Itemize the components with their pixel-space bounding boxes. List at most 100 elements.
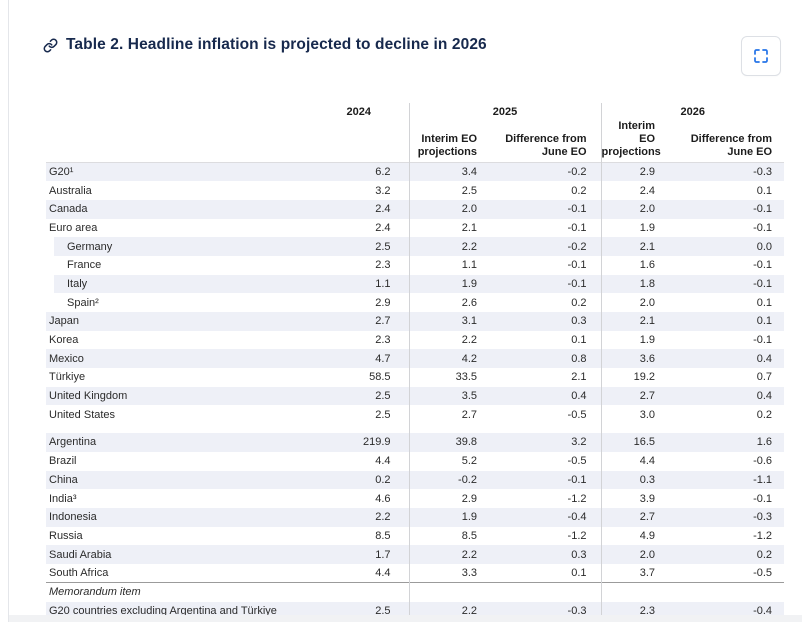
- row-label: United States: [49, 408, 116, 421]
- table-row: Japan 2.7 3.1 0.3 2.1 0.1: [46, 312, 785, 331]
- table-row: Germany 2.5 2.2 -0.2 2.1 0.0: [46, 237, 785, 256]
- value-cell: -0.2: [489, 237, 602, 256]
- value-cell: 2.0: [600, 199, 670, 219]
- value-cell: 4.7: [309, 349, 409, 369]
- value-cell: 2.1: [600, 237, 670, 256]
- row-label: Türkiye: [49, 371, 86, 384]
- value-cell: 3.9: [600, 489, 670, 508]
- row-label: Mexico: [46, 349, 309, 369]
- year-2025-header: 2025: [408, 103, 602, 120]
- value-cell: 2.7: [408, 405, 489, 425]
- value-cell: 0.2: [309, 470, 409, 490]
- row-label: Russia: [49, 529, 83, 542]
- value-cell: 2.7: [600, 386, 670, 406]
- value-cell: 0.1: [571, 334, 587, 347]
- value-cell: 8.5: [375, 529, 391, 542]
- value-cell: [669, 582, 785, 602]
- value-cell: 2.6: [408, 293, 489, 312]
- value-cell: 3.6: [600, 349, 670, 369]
- table-row: Mexico 4.7 4.2 0.8 3.6 0.4: [46, 349, 785, 369]
- value-cell: 2.2: [309, 507, 409, 527]
- value-cell: 6.2: [309, 162, 409, 182]
- value-cell: 0.2: [669, 545, 785, 564]
- value-cell: 2.5: [309, 237, 409, 256]
- value-cell: 0.4: [669, 386, 785, 406]
- value-cell: -0.6: [753, 455, 773, 468]
- table-row: Brazil 4.4 5.2 -0.5 4.4 -0.6: [46, 451, 784, 471]
- value-cell: 0.1: [756, 184, 773, 197]
- value-cell: -0.1: [753, 221, 773, 234]
- value-cell: 3.2: [489, 433, 602, 452]
- link-icon[interactable]: [43, 38, 58, 53]
- row-label: Italy: [46, 274, 309, 294]
- value-cell: 0.3: [600, 470, 670, 490]
- year-2026-header: 2026: [600, 103, 785, 120]
- row-label: Spain²: [67, 296, 99, 309]
- table-row: Australia 3.2 2.5 0.2 2.4 0.1: [46, 181, 784, 200]
- value-cell: 2.1: [600, 312, 670, 331]
- row-label: Brazil: [49, 455, 77, 468]
- value-cell: 0.2: [756, 408, 773, 421]
- value-cell: -0.5: [567, 455, 587, 468]
- value-cell: 1.9: [408, 274, 489, 294]
- value-cell: 2.9: [408, 489, 489, 508]
- table-body: G20¹ 6.2 3.4 -0.2 2.9 -0.3 Australia 3.2 2.5 0.2 2…: [46, 162, 785, 621]
- value-cell: 3.0: [600, 405, 670, 425]
- row-label: G20¹: [46, 162, 309, 182]
- value-cell: 3.4: [408, 162, 489, 182]
- table-row: Spain² 2.9 2.6 0.2 2.0 0.1: [46, 293, 784, 312]
- value-cell: -0.2: [408, 470, 489, 490]
- value-cell: 3.3: [408, 563, 489, 583]
- row-label: Euro area: [49, 221, 98, 234]
- value-cell: 3.1: [408, 312, 489, 331]
- value-cell: 1.9: [408, 507, 489, 527]
- value-cell: 4.2: [408, 349, 489, 369]
- value-cell: 1.6: [600, 255, 670, 275]
- row-label: Memorandum item: [46, 582, 309, 602]
- value-cell: 8.5: [408, 526, 489, 546]
- value-cell: [489, 582, 602, 602]
- value-cell: 0.3: [489, 312, 602, 331]
- value-cell: 2.0: [408, 199, 489, 219]
- value-cell: 39.8: [408, 433, 489, 452]
- row-label: China: [46, 470, 309, 490]
- value-cell: 2.7: [309, 312, 409, 331]
- col-header-2026-difference: Difference from June EO: [690, 133, 773, 158]
- value-cell: -1.2: [567, 492, 587, 505]
- value-cell: 0.0: [669, 237, 785, 256]
- value-cell: -1.2: [753, 529, 773, 542]
- value-cell: 3.5: [408, 386, 489, 406]
- value-cell: 2.9: [600, 162, 670, 182]
- value-cell: 2.0: [600, 293, 670, 312]
- table-row: Euro area 2.4 2.1 -0.1 1.9 -0.1: [46, 218, 784, 238]
- value-cell: 2.9: [375, 296, 391, 309]
- table-row: United Kingdom 2.5 3.5 0.4 2.7 0.4: [46, 386, 785, 406]
- fullscreen-expand-button[interactable]: [741, 36, 781, 76]
- table-row: Indonesia 2.2 1.9 -0.4 2.7 -0.3: [46, 507, 785, 527]
- row-label: Australia: [49, 184, 92, 197]
- table-row: South Africa 4.4 3.3 0.1 3.7 -0.5: [46, 563, 784, 583]
- table-row: United States 2.5 2.7 -0.5 3.0 0.2: [46, 405, 784, 425]
- value-cell: 1.9: [600, 218, 670, 238]
- value-cell: 0.1: [756, 296, 773, 309]
- value-cell: 4.4: [600, 451, 670, 471]
- bottom-edge: [9, 615, 802, 622]
- value-cell: -0.1: [567, 221, 587, 234]
- value-cell: 2.3: [375, 334, 391, 347]
- page-title: Table 2. Headline inflation is projected…: [66, 36, 487, 53]
- row-label: Canada: [46, 199, 309, 219]
- row-label: Saudi Arabia: [46, 545, 309, 564]
- row-label: India³: [49, 492, 77, 505]
- value-cell: 2.4: [309, 199, 409, 219]
- value-cell: 0.8: [489, 349, 602, 369]
- value-cell: -0.1: [567, 259, 587, 272]
- year-2024-header: 2024: [346, 105, 371, 118]
- row-label: South Africa: [49, 567, 109, 580]
- value-cell: 0.2: [571, 184, 587, 197]
- table-row: G20¹ 6.2 3.4 -0.2 2.9 -0.3: [46, 162, 785, 182]
- value-cell: 2.0: [600, 545, 670, 564]
- value-cell: -0.1: [669, 274, 785, 294]
- value-cell: 1.1: [408, 255, 489, 275]
- value-cell: 2.2: [408, 237, 489, 256]
- value-cell: 5.2: [408, 451, 489, 471]
